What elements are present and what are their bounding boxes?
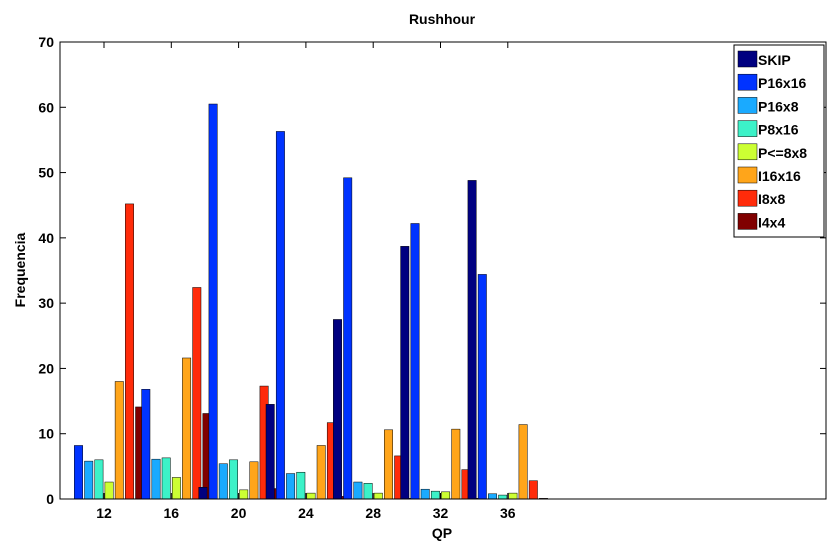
bar-12-P16x8 — [84, 460, 94, 500]
bar-32-P<=8x8 — [441, 491, 451, 500]
y-tick-label: 20 — [38, 360, 54, 376]
bar-20-P16x8 — [218, 463, 228, 500]
bar-28-P16x16 — [343, 177, 353, 500]
bar-36-P16x16 — [477, 274, 487, 500]
bar-28-P16x8 — [353, 481, 363, 500]
bar-28-SKIP — [333, 319, 342, 500]
plot-frame — [59, 41, 827, 500]
legend-box — [733, 44, 825, 238]
legend-label: P8x16 — [758, 122, 799, 138]
legend-swatch-P16x8 — [737, 97, 758, 114]
bar-16-P<=8x8 — [171, 477, 181, 500]
bar-16-I8x8 — [192, 287, 202, 500]
y-tick-label: 40 — [38, 230, 54, 246]
legend: SKIP P16x16 P16x8 P8x16 P<=8x8 I16x16 I8x8 I4x4 — [733, 44, 825, 238]
bar-36-P16x8 — [488, 493, 497, 500]
legend-swatch-P8x16 — [737, 120, 758, 137]
legend-swatch-I16x16 — [737, 166, 758, 184]
legend-label: I4x4 — [758, 214, 785, 230]
bar-20-SKIP — [198, 487, 208, 500]
y-tick-label: 70 — [38, 34, 54, 50]
y-tick-label: 0 — [46, 491, 54, 507]
bar-12-I16x16 — [114, 381, 124, 500]
bar-32-I16x16 — [451, 428, 461, 500]
x-tick-label: 32 — [433, 505, 449, 521]
y-tick-label: 10 — [38, 426, 54, 442]
bar-12-P<=8x8 — [104, 481, 114, 500]
bar-16-P16x8 — [151, 458, 161, 500]
bar-28-I16x16 — [384, 429, 393, 500]
bar-24-P8x16 — [296, 471, 306, 500]
bar-32-P16x8 — [420, 488, 430, 500]
bar-24-P16x8 — [286, 473, 296, 500]
x-tick-label: 12 — [96, 505, 112, 521]
legend-swatch-P16x16 — [737, 73, 758, 91]
bar-16-P16x16 — [141, 389, 151, 500]
bar-20-I16x16 — [249, 461, 259, 500]
legend-label: P<=8x8 — [758, 145, 807, 161]
x-axis-label: QP — [432, 525, 452, 541]
y-axis-label: Frequencia — [12, 232, 28, 307]
bar-36-P8x16 — [498, 494, 508, 500]
bar-36-P<=8x8 — [508, 492, 518, 500]
y-tick-label: 60 — [38, 99, 54, 115]
bar-16-I16x16 — [182, 357, 192, 500]
bar-32-SKIP — [400, 246, 410, 500]
plot-area — [60, 42, 826, 499]
legend-label: I16x16 — [758, 168, 801, 184]
bar-16-P8x16 — [161, 457, 171, 500]
bar-20-P16x16 — [208, 103, 218, 500]
bar-32-P8x16 — [430, 490, 440, 500]
x-tick-label: 20 — [231, 505, 247, 521]
bar-24-I16x16 — [316, 445, 326, 500]
bar-24-SKIP — [265, 404, 275, 500]
legend-swatch-SKIP — [737, 50, 758, 68]
chart-title: Rushhour — [409, 11, 476, 27]
y-tick-label: 50 — [38, 165, 54, 181]
legend-label: SKIP — [758, 52, 791, 68]
x-tick-label: 16 — [164, 505, 180, 521]
x-tick-label: 36 — [500, 505, 516, 521]
bar-24-P<=8x8 — [306, 492, 316, 500]
bar-28-P8x16 — [363, 483, 373, 500]
bar-32-P16x16 — [410, 223, 420, 500]
bar-36-I16x16 — [518, 424, 528, 500]
bar-12-P16x16 — [74, 445, 83, 500]
bar-20-P8x16 — [229, 459, 238, 500]
legend-label: I8x8 — [758, 191, 785, 207]
bar-24-P16x16 — [275, 131, 285, 500]
x-tick-label: 28 — [365, 505, 381, 521]
bar-28-P<=8x8 — [373, 492, 383, 500]
bar-20-P<=8x8 — [239, 489, 249, 500]
bar-36-SKIP — [467, 180, 477, 500]
y-tick-label: 30 — [38, 295, 54, 311]
legend-swatch-I4x4 — [737, 213, 758, 230]
bars-group — [74, 103, 548, 500]
bar-36-I8x8 — [528, 480, 538, 500]
x-tick-label: 24 — [298, 505, 314, 521]
bar-12-I8x8 — [125, 203, 134, 500]
axes-group: 0 10 20 30 40 50 60 70 12 16 20 24 28 32 36 — [38, 34, 827, 521]
legend-label: P16x8 — [758, 98, 799, 114]
bar-12-P8x16 — [94, 459, 104, 500]
legend-swatch-P<=8x8 — [737, 143, 758, 161]
legend-label: P16x16 — [758, 75, 806, 91]
legend-swatch-I8x8 — [737, 189, 758, 207]
